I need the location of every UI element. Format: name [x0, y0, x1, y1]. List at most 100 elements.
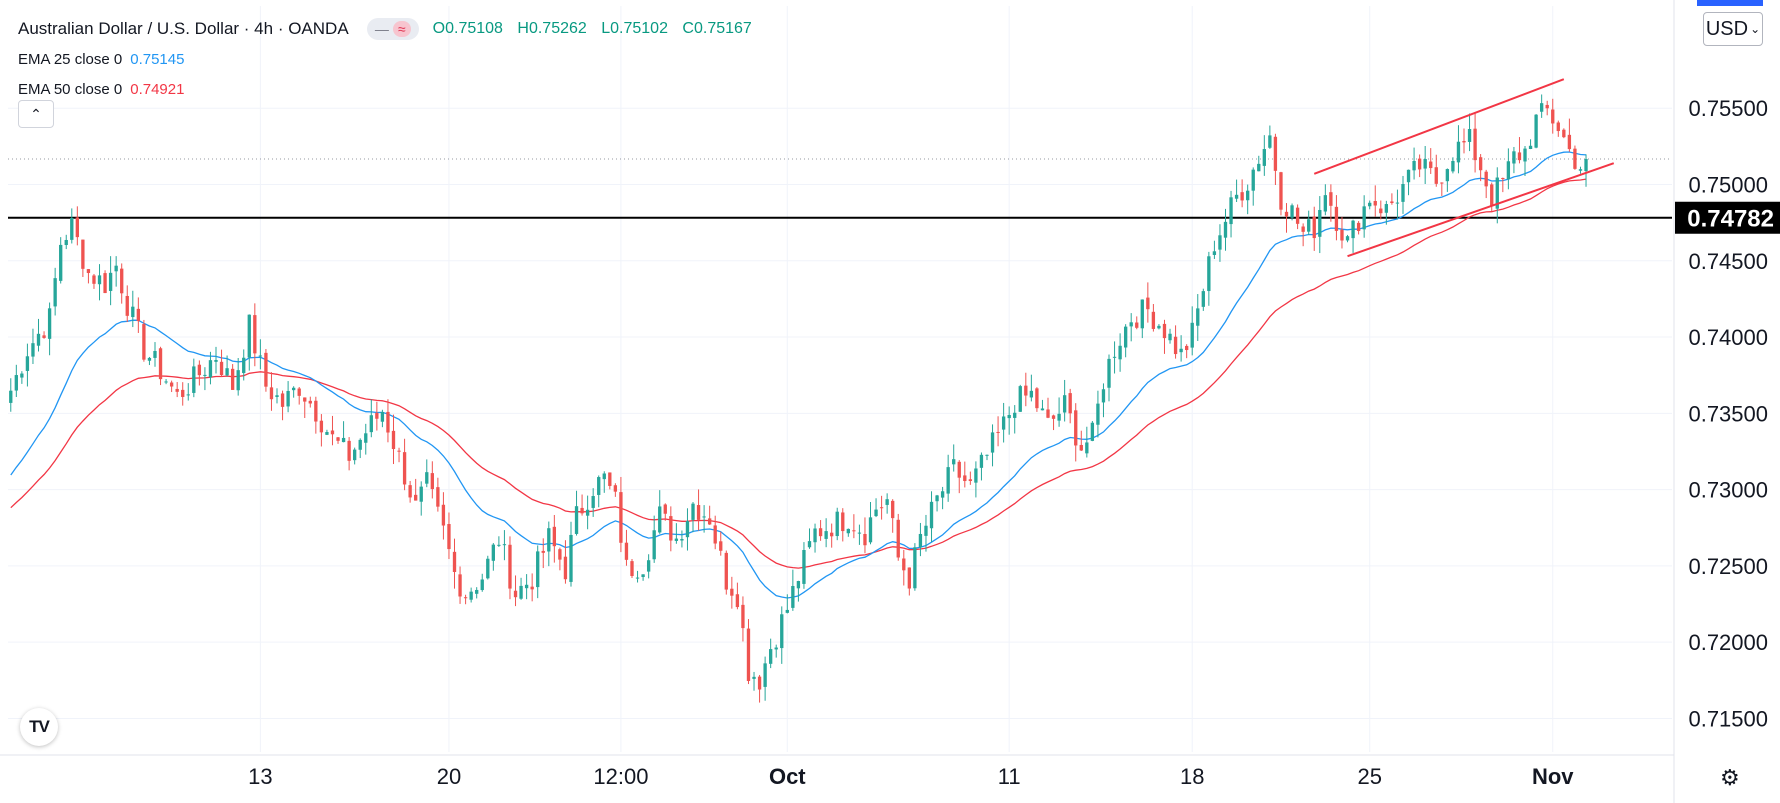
candle[interactable] — [552, 514, 557, 563]
candle[interactable] — [486, 555, 490, 580]
candle[interactable] — [414, 478, 418, 501]
candle[interactable] — [452, 538, 457, 589]
candle[interactable] — [940, 486, 945, 510]
candle[interactable] — [719, 531, 723, 556]
candle[interactable] — [1351, 219, 1355, 253]
candle[interactable] — [1123, 324, 1128, 358]
candle[interactable] — [602, 471, 606, 493]
candle[interactable] — [1229, 190, 1233, 238]
candle[interactable] — [547, 521, 551, 567]
candle[interactable] — [358, 438, 362, 459]
candle[interactable] — [796, 580, 801, 602]
candle[interactable] — [658, 490, 662, 534]
candle[interactable] — [608, 472, 612, 490]
candle[interactable] — [1423, 145, 1427, 184]
candle[interactable] — [1062, 379, 1067, 422]
candle[interactable] — [475, 587, 479, 599]
candle[interactable] — [1395, 189, 1400, 220]
candle[interactable] — [691, 502, 695, 533]
candle[interactable] — [142, 319, 146, 362]
candle[interactable] — [325, 429, 329, 436]
trend-channel[interactable] — [1313, 78, 1615, 258]
candle[interactable] — [1356, 221, 1361, 235]
candle[interactable] — [1417, 154, 1422, 178]
candle[interactable] — [985, 454, 989, 461]
candle[interactable] — [1379, 200, 1383, 220]
candle[interactable] — [114, 256, 118, 287]
candle[interactable] — [1467, 113, 1472, 152]
candle[interactable] — [963, 461, 967, 488]
candle[interactable] — [375, 401, 379, 431]
candle[interactable] — [86, 269, 91, 284]
candle[interactable] — [1223, 208, 1228, 251]
candle[interactable] — [563, 540, 568, 584]
candle[interactable] — [929, 491, 934, 543]
candle[interactable] — [1035, 387, 1039, 412]
candle[interactable] — [1406, 169, 1411, 196]
candle[interactable] — [1462, 128, 1466, 154]
candle[interactable] — [541, 538, 545, 569]
candle[interactable] — [1528, 139, 1533, 150]
candle[interactable] — [480, 573, 484, 592]
candle[interactable] — [1068, 388, 1072, 424]
candle[interactable] — [597, 475, 601, 508]
candle[interactable] — [225, 355, 229, 377]
candle[interactable] — [1168, 328, 1172, 344]
candle[interactable] — [746, 619, 751, 685]
candle[interactable] — [1029, 374, 1034, 402]
candlestick-series[interactable] — [9, 94, 1588, 703]
candle[interactable] — [1085, 426, 1089, 458]
candle[interactable] — [907, 567, 911, 596]
candle[interactable] — [92, 273, 96, 289]
candle[interactable] — [990, 424, 995, 467]
candle[interactable] — [53, 267, 57, 316]
candle[interactable] — [1429, 148, 1433, 174]
currency-selector[interactable]: USD ⌄ — [1703, 12, 1763, 46]
candle[interactable] — [1451, 157, 1455, 174]
candle[interactable] — [219, 349, 224, 377]
candle[interactable] — [780, 606, 784, 664]
candle[interactable] — [1329, 184, 1333, 222]
candle[interactable] — [735, 582, 740, 610]
candle[interactable] — [103, 270, 107, 294]
candle[interactable] — [47, 302, 52, 356]
candle[interactable] — [380, 409, 385, 428]
candle[interactable] — [741, 596, 745, 642]
indicator-ema50[interactable]: EMA 50 close 0 0.74921 — [18, 74, 752, 104]
candle[interactable] — [353, 447, 357, 465]
symbol-title[interactable]: Australian Dollar / U.S. Dollar · 4h · O… — [18, 19, 349, 38]
candle[interactable] — [1478, 154, 1483, 182]
candle[interactable] — [230, 364, 235, 390]
candle[interactable] — [1107, 354, 1111, 402]
candle[interactable] — [663, 503, 667, 521]
candle[interactable] — [186, 383, 190, 401]
candle[interactable] — [1040, 399, 1045, 411]
channel-lower-line[interactable] — [1347, 162, 1615, 258]
candle[interactable] — [1523, 146, 1527, 176]
candle[interactable] — [1301, 223, 1305, 247]
candle[interactable] — [1473, 113, 1477, 173]
candle[interactable] — [974, 461, 978, 498]
candle[interactable] — [1024, 372, 1028, 407]
candle[interactable] — [258, 339, 263, 370]
indicator-ema25[interactable]: EMA 25 close 0 0.75145 — [18, 44, 752, 74]
candle[interactable] — [1556, 120, 1560, 137]
candle[interactable] — [769, 638, 773, 669]
candle[interactable] — [824, 518, 828, 548]
candle[interactable] — [713, 515, 717, 550]
candle[interactable] — [97, 264, 102, 301]
candle[interactable] — [1584, 154, 1588, 187]
candle[interactable] — [108, 256, 113, 306]
candle[interactable] — [447, 512, 451, 560]
candle[interactable] — [1096, 390, 1100, 438]
candle[interactable] — [1562, 128, 1566, 139]
candle[interactable] — [1173, 325, 1178, 359]
candle[interactable] — [430, 461, 434, 499]
candle[interactable] — [646, 554, 651, 579]
candle[interactable] — [1323, 184, 1327, 216]
candle[interactable] — [902, 549, 906, 586]
candle[interactable] — [680, 530, 684, 548]
candle[interactable] — [807, 528, 812, 549]
candle[interactable] — [707, 505, 712, 525]
candle[interactable] — [197, 360, 202, 386]
